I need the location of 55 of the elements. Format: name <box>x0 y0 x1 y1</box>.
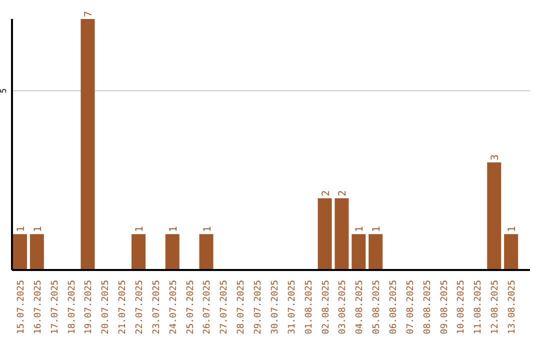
data-label: 1 <box>134 226 146 232</box>
x-tick-label: 22.07.2025 <box>135 280 145 334</box>
x-tick-label: 16.07.2025 <box>33 280 44 334</box>
x-tick-label: 03.08.2025 <box>338 280 348 334</box>
x-tick-label: 28.07.2025 <box>236 280 247 334</box>
x-tick-label: 25.07.2025 <box>186 280 196 334</box>
x-tick-label: 01.08.2025 <box>304 280 314 334</box>
bar <box>318 198 332 270</box>
x-tick-label: 15.07.2025 <box>16 280 26 334</box>
data-label: 1 <box>354 226 366 232</box>
x-tick-label: 21.07.2025 <box>118 280 128 334</box>
data-label: 1 <box>202 226 214 232</box>
data-label: 1 <box>372 226 383 232</box>
x-tick-label: 09.08.2025 <box>440 280 450 334</box>
bar <box>199 234 214 270</box>
x-tick-label: 17.07.2025 <box>50 280 60 334</box>
x-tick-label: 19.07.2025 <box>84 280 94 334</box>
x-tick-label: 10.08.2025 <box>456 280 467 334</box>
bar <box>30 234 44 270</box>
x-tick-label: 07.08.2025 <box>406 280 416 334</box>
bar <box>80 19 95 270</box>
x-tick-label: 30.07.2025 <box>270 280 280 334</box>
y-tick-label: 5 <box>0 88 8 94</box>
x-tick-label: 18.07.2025 <box>67 280 78 334</box>
data-label: 1 <box>16 226 27 232</box>
x-tick-label: 05.08.2025 <box>372 280 382 334</box>
x-tick-label: 29.07.2025 <box>254 280 264 334</box>
x-tick-label: 31.07.2025 <box>287 280 298 334</box>
x-tick-label: 13.08.2025 <box>508 280 518 334</box>
bar <box>13 234 27 270</box>
x-tick-label: 04.08.2025 <box>355 280 366 334</box>
x-tick-label: 02.08.2025 <box>321 280 332 334</box>
bar <box>504 234 518 270</box>
x-tick-label: 23.07.2025 <box>152 280 162 334</box>
x-tick-label: 08.08.2025 <box>422 280 433 334</box>
x-tick-label: 11.08.2025 <box>474 280 484 334</box>
data-label: 7 <box>84 10 95 17</box>
data-label: 2 <box>338 190 349 196</box>
data-label: 3 <box>490 154 502 160</box>
bar <box>487 162 502 270</box>
data-label: 1 <box>168 226 180 232</box>
data-label: 1 <box>507 226 518 232</box>
data-label: 1 <box>32 226 44 232</box>
x-tick-label: 24.07.2025 <box>168 280 179 334</box>
x-tick-label: 26.07.2025 <box>202 280 213 334</box>
x-tick-label: 12.08.2025 <box>490 280 501 334</box>
bar <box>165 234 180 270</box>
x-tick-label: 06.08.2025 <box>389 280 399 334</box>
x-tick-label: 27.07.2025 <box>220 280 230 334</box>
data-label: 2 <box>320 190 332 196</box>
bar <box>368 234 383 270</box>
bar <box>334 198 349 270</box>
bar <box>352 234 366 270</box>
x-tick-label: 20.07.2025 <box>101 280 112 334</box>
bar <box>132 234 146 270</box>
